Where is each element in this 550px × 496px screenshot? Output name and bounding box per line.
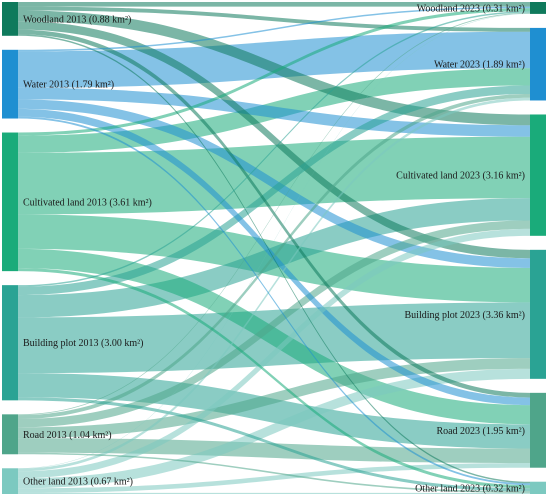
link-woodland-to-water bbox=[18, 6, 530, 32]
link-other-land-to-water bbox=[18, 97, 530, 472]
link-road-to-cultivated-land bbox=[18, 220, 530, 428]
link-cultivated-land-to-road bbox=[18, 248, 530, 425]
link-road-to-woodland bbox=[18, 12, 530, 416]
link-other-land-to-cultivated-land bbox=[18, 228, 530, 479]
link-cultivated-land-to-other-land bbox=[18, 268, 530, 489]
source-label-building-plot: Building plot 2013 (3.00 km²) bbox=[23, 338, 144, 349]
source-node-water bbox=[2, 49, 18, 119]
target-label-building-plot: Building plot 2023 (3.36 km²) bbox=[405, 310, 526, 321]
link-other-land-to-woodland bbox=[18, 13, 530, 469]
link-woodland-to-woodland bbox=[18, 2, 530, 7]
target-label-cultivated-land: Cultivated land 2023 (3.16 km²) bbox=[396, 171, 525, 182]
link-woodland-to-building-plot bbox=[18, 21, 530, 259]
link-building-plot-to-woodland bbox=[18, 11, 530, 287]
source-node-building-plot bbox=[2, 285, 18, 401]
link-water-to-water bbox=[18, 31, 530, 88]
target-label-other-land: Other land 2023 (0.32 km²) bbox=[415, 483, 525, 494]
source-label-woodland: Woodland 2013 (0.88 km²) bbox=[23, 14, 131, 25]
link-road-to-building-plot bbox=[18, 358, 530, 439]
source-node-cultivated-land bbox=[2, 132, 18, 272]
target-node-cultivated-land bbox=[530, 114, 546, 236]
target-node-building-plot bbox=[530, 249, 546, 379]
link-other-land-to-road bbox=[18, 463, 530, 493]
source-label-other-land: Other land 2013 (0.67 km²) bbox=[23, 477, 133, 488]
links-layer bbox=[18, 2, 530, 494]
link-building-plot-to-other-land bbox=[18, 397, 530, 492]
target-label-road: Road 2023 (1.95 km²) bbox=[436, 426, 525, 437]
source-node-road bbox=[2, 414, 18, 455]
link-road-to-other-land bbox=[18, 452, 530, 493]
source-node-other-land bbox=[2, 468, 18, 494]
link-water-to-building-plot bbox=[18, 99, 530, 268]
link-other-land-to-other-land bbox=[18, 492, 530, 494]
labels-layer: Woodland 2013 (0.88 km²) Water 2013 (1.79… bbox=[23, 3, 525, 494]
target-label-woodland: Woodland 2023 (0.31 km²) bbox=[417, 3, 525, 14]
link-building-plot-to-road bbox=[18, 373, 530, 449]
link-water-to-cultivated-land bbox=[18, 87, 530, 137]
target-node-woodland bbox=[530, 2, 546, 14]
target-node-water bbox=[530, 27, 546, 101]
link-other-land-to-building-plot bbox=[18, 368, 530, 489]
link-water-to-woodland bbox=[18, 6, 530, 52]
link-road-to-water bbox=[18, 93, 530, 419]
link-cultivated-land-to-woodland bbox=[18, 8, 530, 136]
source-label-cultivated-land: Cultivated land 2013 (3.61 km²) bbox=[23, 197, 152, 208]
source-label-road: Road 2013 (1.04 km²) bbox=[23, 430, 112, 441]
link-road-to-road bbox=[18, 438, 530, 464]
target-node-road bbox=[530, 392, 546, 468]
source-node-woodland bbox=[2, 2, 18, 36]
target-node-other-land bbox=[530, 481, 546, 494]
link-building-plot-to-water bbox=[18, 85, 530, 296]
target-label-water: Water 2023 (1.89 km²) bbox=[434, 60, 525, 71]
source-label-water: Water 2013 (1.79 km²) bbox=[23, 80, 114, 91]
link-woodland-to-cultivated-land bbox=[18, 10, 530, 126]
link-water-to-other-land bbox=[18, 116, 530, 486]
link-woodland-to-other-land bbox=[18, 34, 530, 484]
